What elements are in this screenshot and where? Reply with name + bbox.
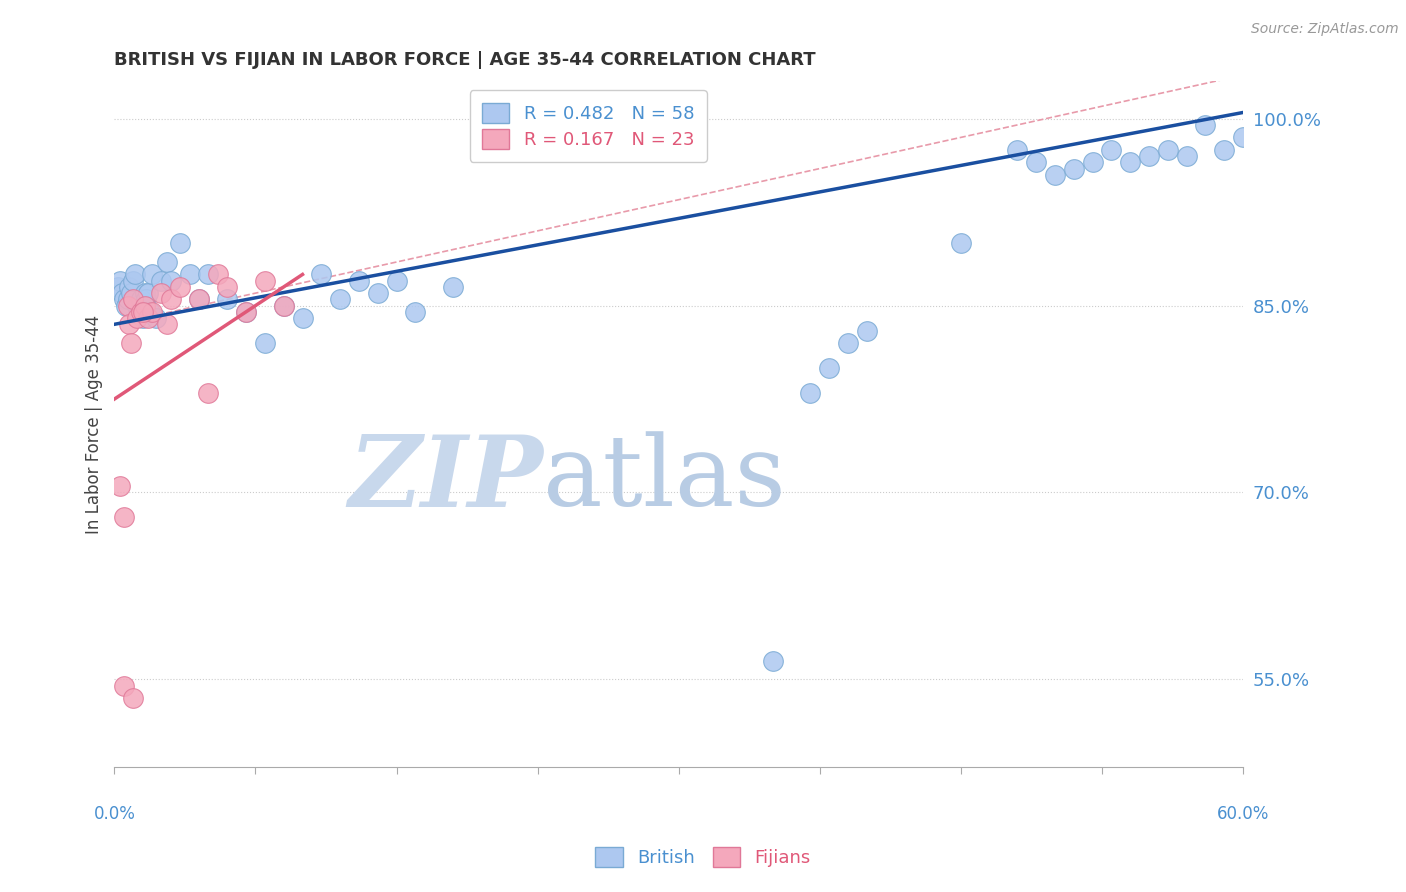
Point xyxy=(329,293,352,307)
Point xyxy=(235,305,257,319)
Point xyxy=(404,305,426,319)
Text: ZIP: ZIP xyxy=(349,431,543,527)
Text: atlas: atlas xyxy=(543,431,786,526)
Point xyxy=(120,336,142,351)
Point xyxy=(160,274,183,288)
Point xyxy=(818,360,841,375)
Point xyxy=(311,268,333,282)
Text: 60.0%: 60.0% xyxy=(1216,805,1270,823)
Point xyxy=(1025,155,1047,169)
Point xyxy=(134,286,156,301)
Point xyxy=(122,293,145,307)
Point xyxy=(273,299,295,313)
Point xyxy=(156,255,179,269)
Point xyxy=(762,654,785,668)
Point xyxy=(118,280,141,294)
Point xyxy=(122,691,145,706)
Point xyxy=(1175,149,1198,163)
Point xyxy=(118,318,141,332)
Point xyxy=(136,286,159,301)
Point xyxy=(122,274,145,288)
Point xyxy=(347,274,370,288)
Point xyxy=(1099,143,1122,157)
Point xyxy=(253,274,276,288)
Point xyxy=(141,268,163,282)
Point xyxy=(441,280,464,294)
Point xyxy=(112,293,135,307)
Point xyxy=(107,280,129,294)
Point xyxy=(1007,143,1029,157)
Point xyxy=(131,305,153,319)
Legend: British, Fijians: British, Fijians xyxy=(588,839,818,874)
Point xyxy=(217,280,239,294)
Point xyxy=(1213,143,1236,157)
Point xyxy=(129,305,152,319)
Point xyxy=(145,311,167,326)
Point xyxy=(949,236,972,251)
Point xyxy=(139,305,162,319)
Text: 0.0%: 0.0% xyxy=(93,805,135,823)
Point xyxy=(1043,168,1066,182)
Point xyxy=(253,336,276,351)
Point xyxy=(367,286,389,301)
Point xyxy=(197,385,219,400)
Point xyxy=(114,299,136,313)
Point xyxy=(150,274,173,288)
Point xyxy=(160,293,183,307)
Point xyxy=(207,268,229,282)
Point xyxy=(799,385,821,400)
Point xyxy=(1232,130,1254,145)
Point xyxy=(1157,143,1180,157)
Point xyxy=(134,299,156,313)
Point xyxy=(179,268,201,282)
Point xyxy=(124,268,146,282)
Text: Source: ZipAtlas.com: Source: ZipAtlas.com xyxy=(1251,22,1399,37)
Point xyxy=(156,318,179,332)
Point xyxy=(385,274,408,288)
Point xyxy=(125,311,148,326)
Point xyxy=(217,293,239,307)
Point xyxy=(188,293,211,307)
Point xyxy=(169,280,191,294)
Point xyxy=(1194,118,1216,132)
Point xyxy=(120,286,142,301)
Point xyxy=(112,679,135,693)
Point xyxy=(188,293,211,307)
Point xyxy=(235,305,257,319)
Point xyxy=(169,236,191,251)
Text: BRITISH VS FIJIAN IN LABOR FORCE | AGE 35-44 CORRELATION CHART: BRITISH VS FIJIAN IN LABOR FORCE | AGE 3… xyxy=(114,51,815,69)
Point xyxy=(108,274,131,288)
Point xyxy=(855,324,877,338)
Point xyxy=(291,311,314,326)
Point xyxy=(141,305,163,319)
Point xyxy=(117,299,139,313)
Y-axis label: In Labor Force | Age 35-44: In Labor Force | Age 35-44 xyxy=(86,314,103,533)
Point xyxy=(111,286,134,301)
Point xyxy=(1081,155,1104,169)
Point xyxy=(128,305,150,319)
Point xyxy=(1119,155,1142,169)
Point xyxy=(136,311,159,326)
Point xyxy=(1063,161,1085,176)
Point xyxy=(112,510,135,524)
Point xyxy=(150,286,173,301)
Point xyxy=(129,293,152,307)
Point xyxy=(837,336,859,351)
Point xyxy=(135,293,157,307)
Point xyxy=(125,299,148,313)
Point xyxy=(108,479,131,493)
Point xyxy=(131,311,153,326)
Point xyxy=(1137,149,1160,163)
Legend: R = 0.482   N = 58, R = 0.167   N = 23: R = 0.482 N = 58, R = 0.167 N = 23 xyxy=(470,90,707,161)
Point xyxy=(273,299,295,313)
Point xyxy=(117,293,139,307)
Point xyxy=(197,268,219,282)
